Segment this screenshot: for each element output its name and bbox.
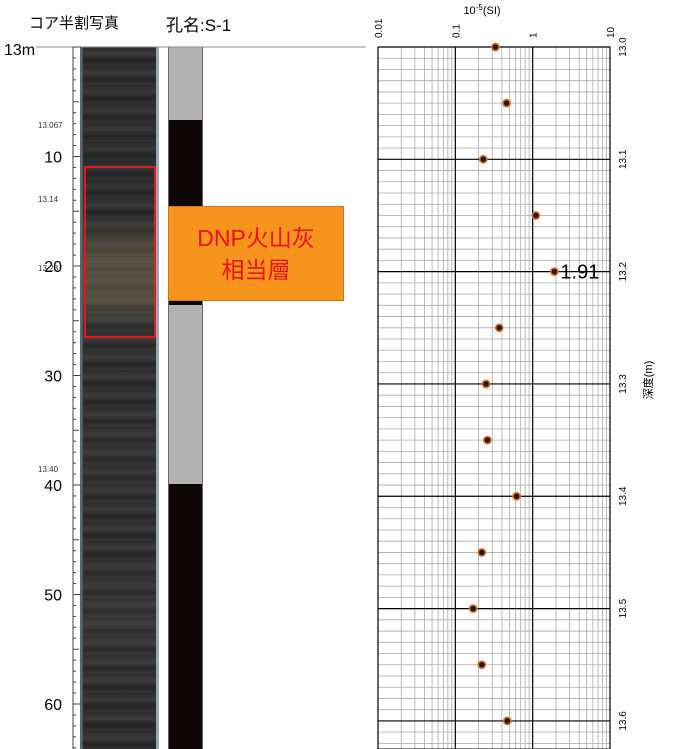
x-tick-label: 0.1 (451, 24, 462, 38)
ash-layer-label: DNP火山灰 相当層 (168, 206, 344, 301)
ruler-ticks (73, 46, 81, 749)
core-photo-edge-left (80, 47, 82, 749)
data-point (478, 154, 488, 164)
x-tick-label: 10 (606, 26, 617, 38)
minor-vertical-grid (400, 47, 607, 749)
lithology-segment (169, 305, 202, 484)
photo-depth-note: 13.40 (38, 465, 59, 474)
y-tick-label: 13.3 (618, 374, 629, 394)
y-tick-label: 13.5 (618, 598, 629, 618)
peak-annotation: 1.91 (560, 262, 599, 284)
ruler-tick-label: 10 (44, 150, 62, 167)
data-point (468, 604, 478, 613)
data-point (531, 211, 541, 220)
core-photo-edge-right (156, 47, 159, 749)
photo-depth-note: 13.067 (38, 121, 63, 130)
x-tick-label: 0.01 (374, 18, 385, 38)
y-tick-label: 13.0 (618, 37, 629, 57)
ash-layer-label-line2: 相当層 (221, 256, 291, 283)
ruler-tick-label: 40 (44, 478, 62, 495)
data-point (494, 323, 504, 333)
ash-layer-highlight-box (84, 166, 156, 338)
y-tick-label: 13.2 (618, 261, 629, 281)
lithology-segment (169, 484, 202, 749)
y-tick-label: 13.4 (618, 486, 629, 506)
depth-ruler: 13m (4, 42, 366, 749)
data-point (512, 491, 522, 501)
data-point (491, 42, 500, 52)
ruler-tick-label: 20 (44, 259, 62, 276)
data-point (483, 435, 492, 445)
y-axis-label: 深度(m) (641, 361, 655, 400)
lithology-column (168, 47, 203, 749)
photo-depth-note: 13.23 (38, 264, 59, 273)
plot-background (378, 47, 610, 749)
data-point (502, 98, 511, 108)
data-point (481, 379, 491, 389)
ruler-top-label: 13m (4, 42, 35, 59)
y-tick-label: 13.6 (618, 711, 629, 731)
data-point (477, 548, 487, 557)
photo-notes: 13.067 13.14 13.23 13.40 (38, 121, 63, 474)
data-point (502, 716, 512, 726)
y-tick-labels: 13.0 13.1 13.2 13.3 13.4 13.5 13.6 (618, 37, 629, 731)
lithology-segment (169, 47, 202, 120)
minor-horizontal-grid (378, 57, 610, 744)
data-point (549, 267, 559, 277)
x-axis-label: 10-5(SI) (463, 3, 500, 17)
ash-layer-label-line1: DNP火山灰 (197, 224, 315, 251)
ruler-tick-label: 50 (44, 588, 62, 605)
data-points (468, 42, 559, 726)
x-tick-label: 1 (529, 32, 540, 38)
y-tick-label: 13.1 (618, 149, 629, 169)
ruler-tick-label: 30 (44, 369, 62, 386)
core-photo-title: コア半割写真 (29, 15, 120, 32)
ruler-tick-label: 60 (44, 697, 62, 714)
data-point (477, 660, 487, 670)
core-photo (81, 47, 159, 749)
x-tick-labels: 0.01 0.1 1 10 (374, 18, 617, 38)
hole-name: 孔名:S-1 (166, 16, 232, 35)
ruler-labels: 10 20 30 40 50 60 (44, 150, 62, 715)
photo-depth-note: 13.14 (38, 195, 59, 204)
chart-plot-area: 0.01 0.1 1 10 13.013.113.213.313.413.513.6 … (374, 3, 655, 749)
